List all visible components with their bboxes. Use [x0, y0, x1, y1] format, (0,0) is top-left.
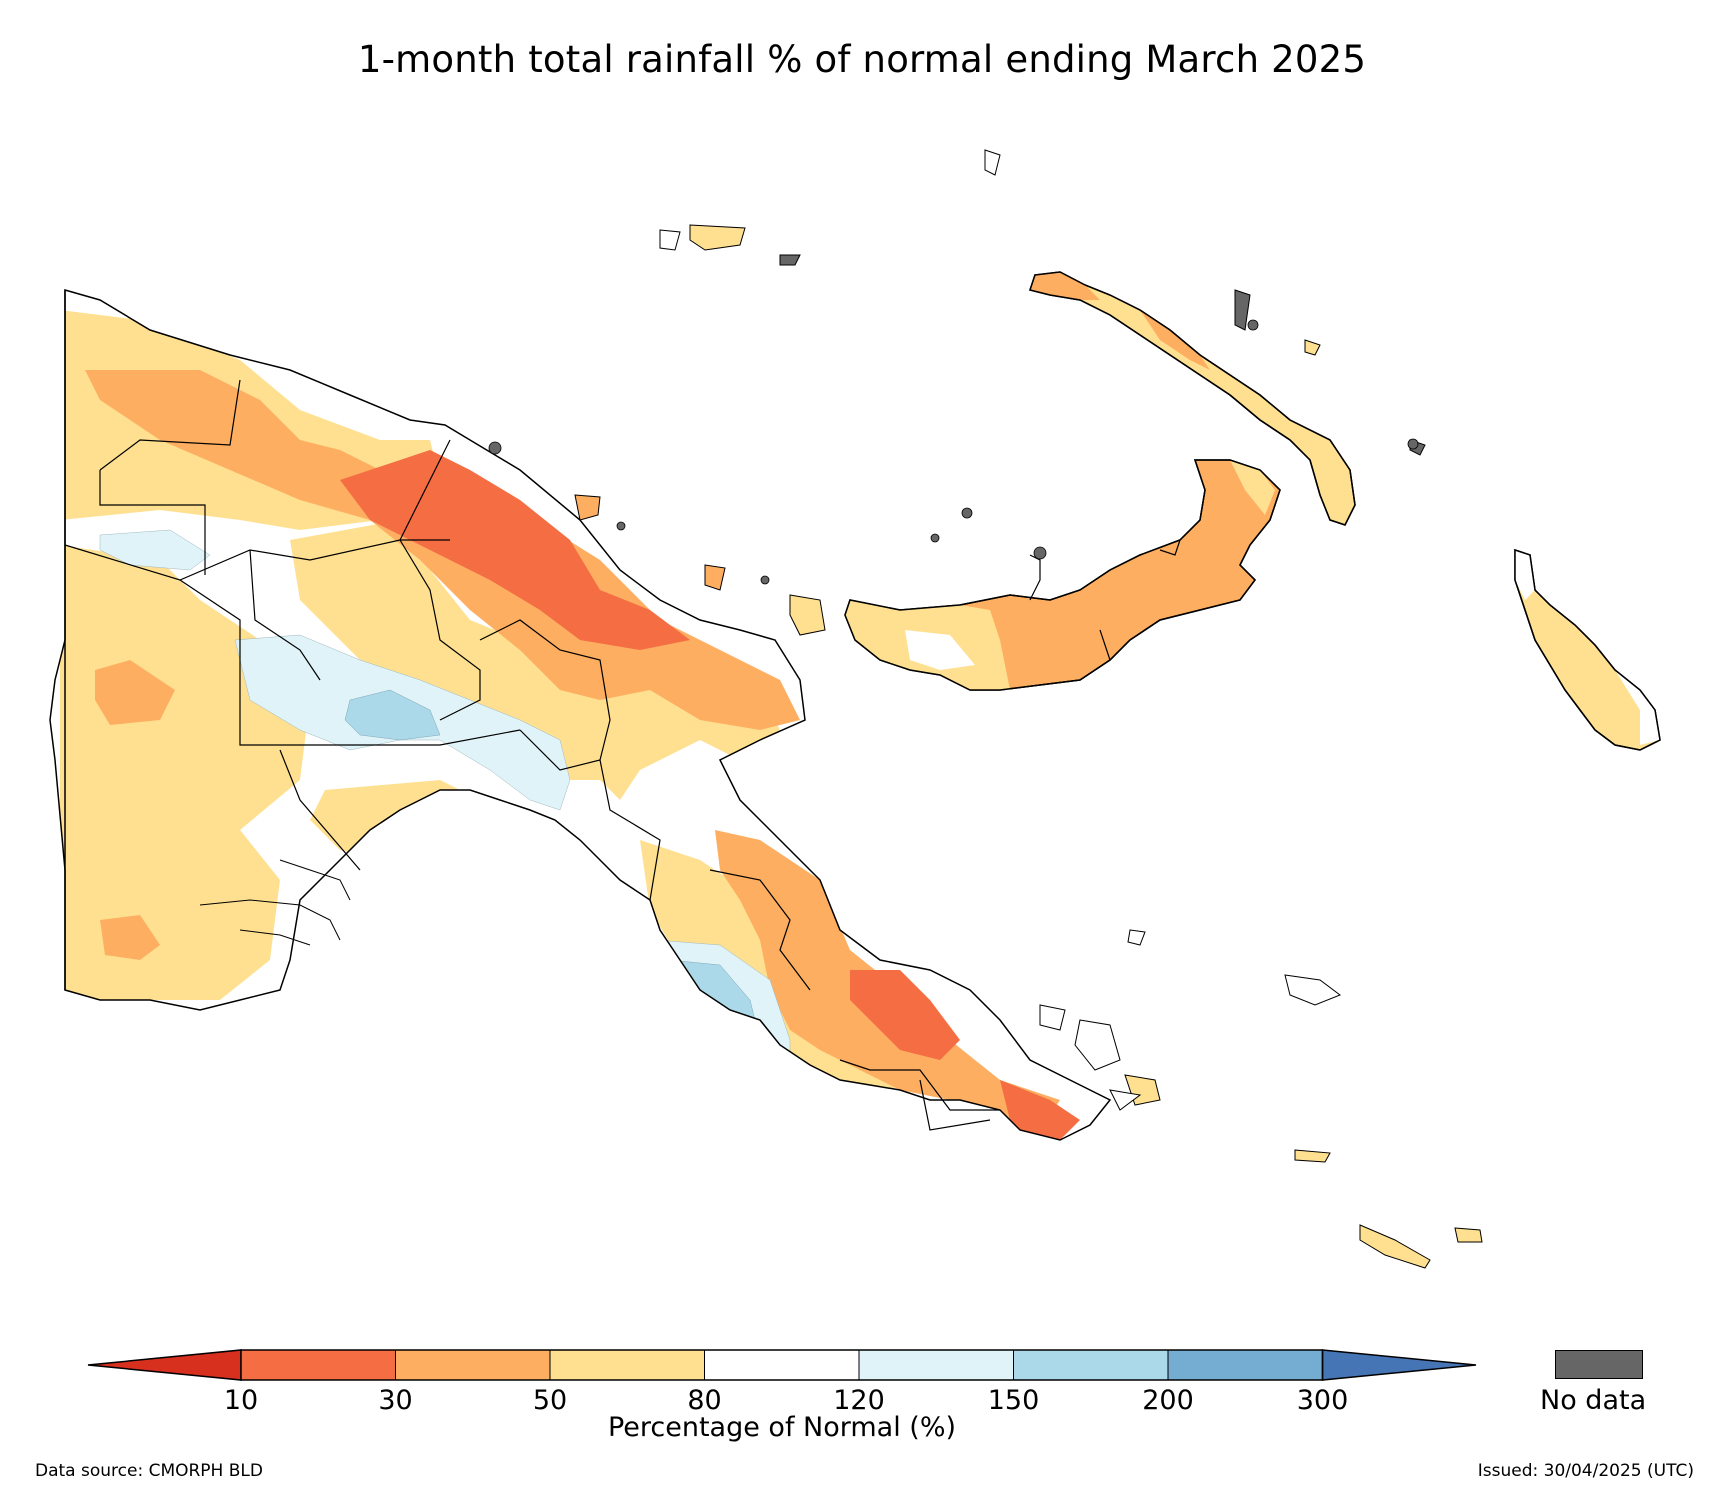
no-data-swatch — [1555, 1350, 1643, 1379]
colorbar-tick: 80 — [687, 1385, 722, 1416]
manus-islands — [574, 149, 1146, 636]
colorbar-tick: 150 — [987, 1385, 1040, 1416]
colorbar-bin-150-200 — [1013, 1350, 1168, 1380]
colorbar-label: Percentage of Normal (%) — [607, 1412, 957, 1443]
new-ireland — [1029, 271, 1426, 526]
colorbar-tick: 300 — [1296, 1385, 1349, 1416]
colorbar-bin-80-120 — [704, 1350, 859, 1380]
colorbar-bin-120-150 — [859, 1350, 1014, 1380]
colorbar-bin-30-50 — [395, 1350, 550, 1380]
no-data-label: No data — [1540, 1385, 1647, 1416]
bougainville — [1514, 548, 1661, 751]
colorbar-bin-10-30 — [241, 1350, 396, 1380]
colorbar-tick: 50 — [532, 1385, 568, 1416]
milne-bay-islands — [1039, 929, 1483, 1269]
data-source: Data source: CMORPH BLD — [35, 1461, 263, 1481]
colorbar-tick: 120 — [833, 1385, 885, 1416]
new-britain — [844, 459, 1281, 691]
mainland-png — [49, 289, 1112, 1141]
colorbar-tick: 200 — [1142, 1385, 1194, 1416]
colorbar-extend-low — [87, 1349, 242, 1381]
colorbar-extend-high — [1321, 1349, 1477, 1381]
colorbar-bin-200-300 — [1168, 1350, 1323, 1380]
map-title: 1-month total rainfall % of normal endin… — [357, 38, 1367, 81]
small-islets — [488, 319, 1419, 585]
colorbar-tick: 10 — [223, 1385, 259, 1416]
province-boundaries — [64, 379, 1000, 1131]
river-delta — [199, 859, 351, 946]
colorbar-bin-50-80 — [550, 1350, 705, 1380]
colorbar-tick: 30 — [378, 1385, 413, 1416]
issued-date: Issued: 30/04/2025 (UTC) — [1477, 1461, 1694, 1481]
